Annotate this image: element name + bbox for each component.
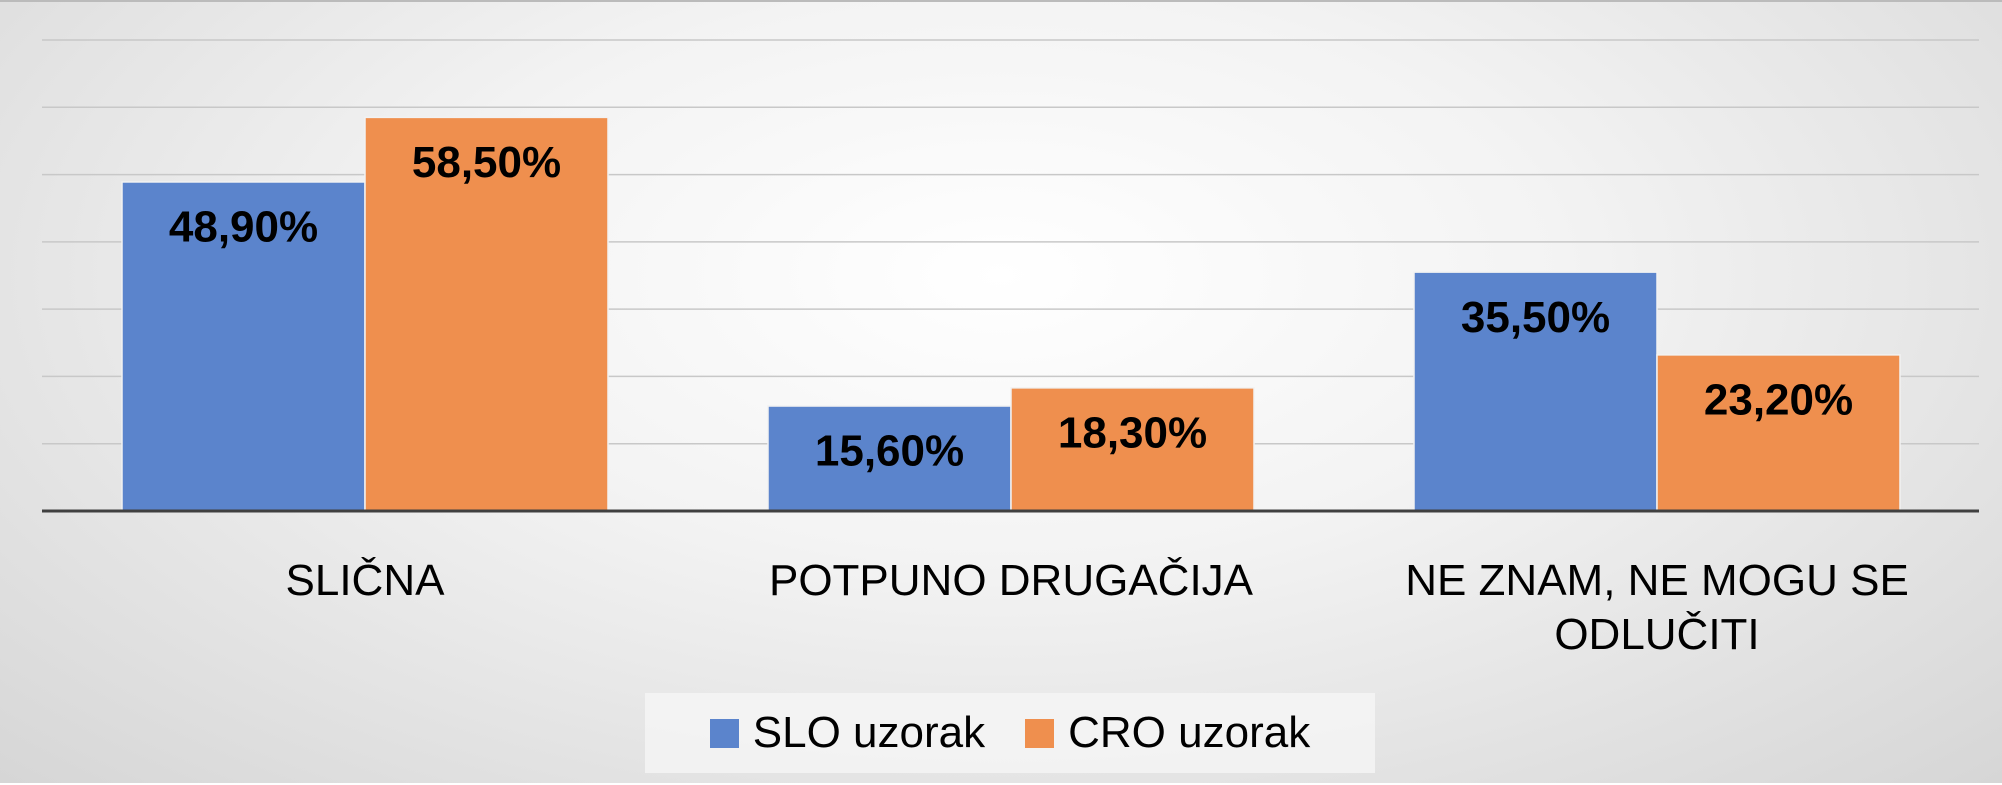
bar (121, 181, 366, 512)
value-label: 18,30% (1058, 408, 1207, 457)
bar (364, 116, 609, 512)
legend-item: SLO uzorak (709, 708, 986, 758)
legend-label: CRO uzorak (1068, 708, 1311, 757)
x-tick-label: POTPUNO DRUGAČIJA (768, 556, 1254, 605)
bar (767, 405, 1012, 512)
value-label: 23,20% (1704, 376, 1853, 425)
legend-swatch (1025, 718, 1055, 748)
x-tick-label: SLIČNA (285, 556, 445, 605)
x-tick-label: NE ZNAM, NE MOGU SE ODLUČITI (1405, 556, 1909, 659)
value-label: 48,90% (169, 203, 318, 252)
legend: SLO uzorak CRO uzorak (645, 693, 1375, 773)
value-label: 35,50% (1461, 293, 1610, 342)
legend-label: SLO uzorak (752, 708, 986, 757)
legend-swatch (709, 718, 739, 748)
legend-item: CRO uzorak (1025, 708, 1310, 758)
value-label: 58,50% (412, 138, 561, 187)
value-label: 15,60% (815, 427, 964, 476)
bar (1010, 387, 1255, 512)
bar (1656, 354, 1901, 512)
